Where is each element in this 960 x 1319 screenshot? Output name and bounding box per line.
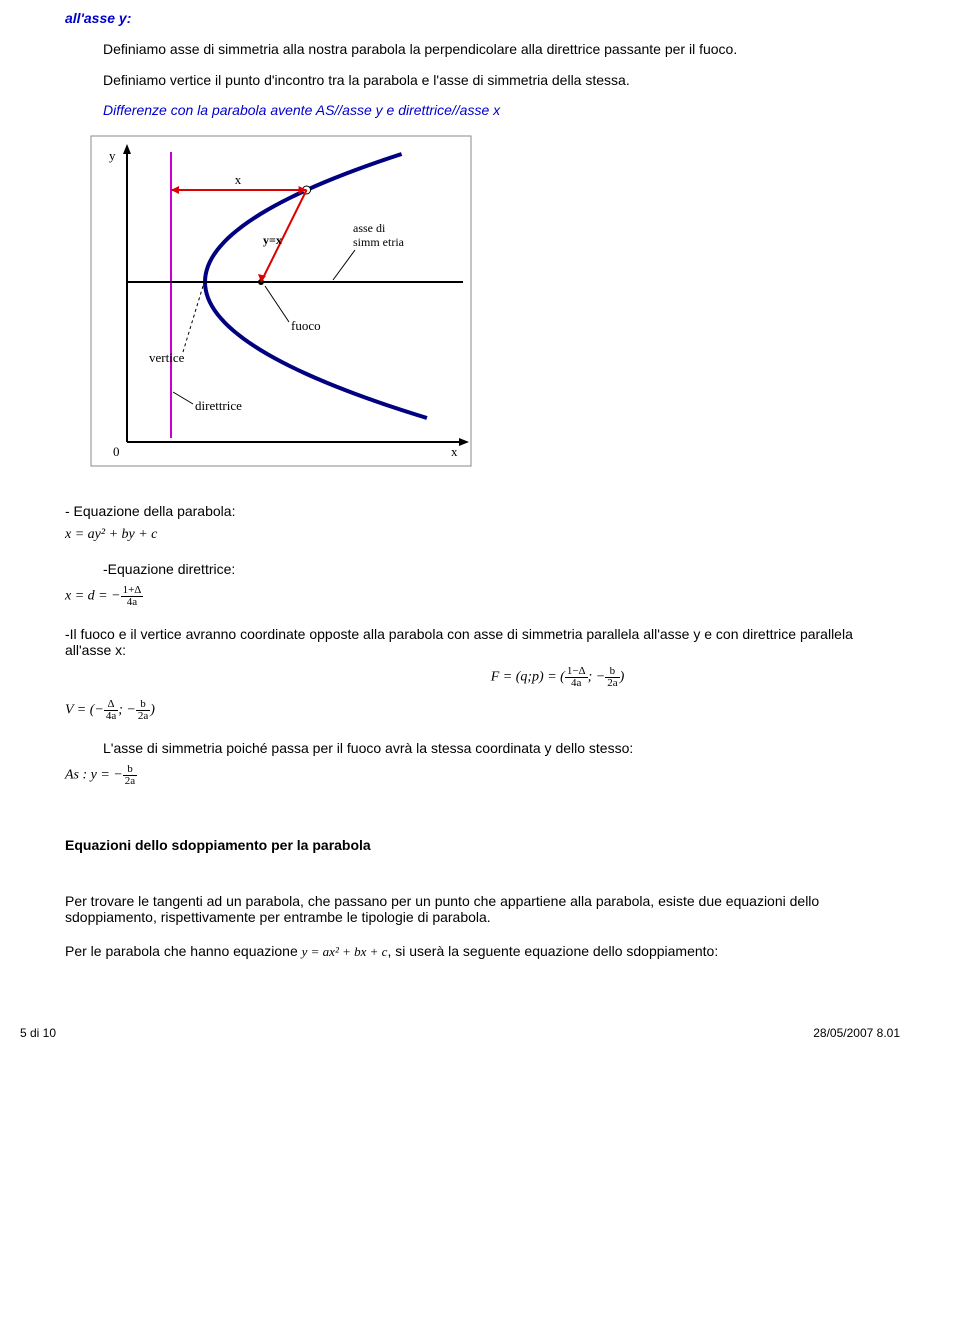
equation-parabola-label: - Equazione della parabola:	[65, 503, 900, 519]
frac-den: 2a	[136, 711, 150, 722]
svg-text:y: y	[109, 148, 116, 163]
formula-lhs: As : y = −	[65, 768, 123, 783]
formula-sep: ; −	[588, 670, 606, 685]
formula-lhs: V = (−	[65, 703, 104, 718]
frac-num: 1−Δ	[565, 666, 588, 678]
svg-text:x: x	[235, 172, 242, 187]
svg-text:fuoco: fuoco	[291, 318, 321, 333]
frac-den: 2a	[123, 776, 137, 787]
svg-text:simm etria: simm etria	[353, 235, 405, 249]
asse-simmetria-text: L'asse di simmetria poiché passa per il …	[103, 740, 900, 756]
frac-den: 2a	[605, 678, 619, 689]
vertex-formula: V = (− Δ 4a ; − b 2a )	[65, 699, 900, 722]
focus-formula: F = (q;p) = ( 1−Δ 4a ; − b 2a )	[65, 666, 900, 689]
svg-text:vertice: vertice	[149, 350, 185, 365]
frac-den: 4a	[565, 678, 588, 689]
frac-num: b	[136, 699, 150, 711]
svg-text:x: x	[451, 444, 458, 459]
svg-text:direttrice: direttrice	[195, 398, 242, 413]
formula-text: x = ay² + by + c	[65, 527, 157, 542]
equation-parabola: x = ay² + by + c	[65, 527, 900, 543]
paragraph-1: Definiamo asse di simmetria alla nostra …	[103, 40, 900, 59]
frac-num: Δ	[104, 699, 118, 711]
sdoppiamento-para-1: Per trovare le tangenti ad un parabola, …	[65, 893, 900, 925]
formula-lhs: F = (q;p) = (	[491, 670, 565, 685]
paragraph-2: Definiamo vertice il punto d'incontro tr…	[103, 71, 900, 90]
sdop-text-b: , si userà la seguente equazione dello s…	[387, 943, 718, 959]
sdoppiamento-heading: Equazioni dello sdoppiamento per la para…	[65, 837, 900, 853]
footer-right: 28/05/2007 8.01	[813, 1026, 900, 1040]
svg-text:asse di: asse di	[353, 221, 386, 235]
formula-close: )	[150, 703, 155, 718]
equation-direttrice-label: -Equazione direttrice:	[103, 561, 900, 577]
frac-num: 1+Δ	[121, 585, 144, 597]
axis-formula: As : y = − b 2a	[65, 764, 900, 787]
formula-sep: ; −	[118, 703, 136, 718]
formula-lhs: x = d = −	[65, 589, 121, 604]
frac-num: b	[605, 666, 619, 678]
sdoppiamento-para-2: Per le parabola che hanno equazione y = …	[65, 943, 900, 960]
page-footer: 5 di 10 28/05/2007 8.01	[0, 1026, 960, 1050]
frac-den: 4a	[104, 711, 118, 722]
sdop-text-a: Per le parabola che hanno equazione	[65, 943, 302, 959]
equation-direttrice: x = d = − 1+Δ 4a	[65, 585, 900, 608]
footer-left: 5 di 10	[20, 1026, 56, 1040]
section-title: all'asse y:	[65, 10, 900, 26]
svg-text:0: 0	[113, 444, 120, 459]
diagram-svg: y x 0 x y=x asse disimm etria fuoco vertice dire…	[65, 132, 477, 482]
fuoco-vertice-text: -Il fuoco e il vertice avranno coordinat…	[65, 626, 900, 658]
svg-text:y=x: y=x	[263, 233, 282, 247]
sdop-eq: y = ax² + bx + c	[302, 944, 388, 959]
formula-close: )	[620, 670, 625, 685]
frac-den: 4a	[121, 597, 144, 608]
parabola-diagram: y x 0 x y=x asse disimm etria fuoco vertice dire…	[65, 132, 900, 485]
italic-blue-line: Differenze con la parabola avente AS//as…	[103, 102, 900, 118]
frac-num: b	[123, 764, 137, 776]
